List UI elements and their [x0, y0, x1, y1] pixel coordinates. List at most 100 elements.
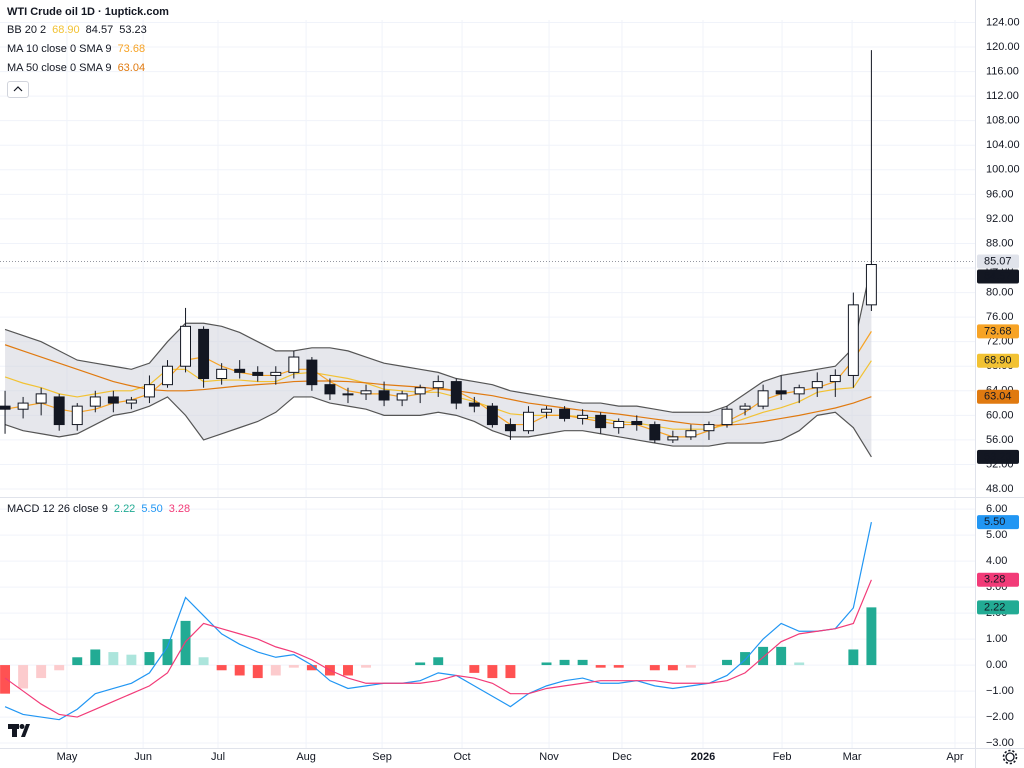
- indicator-line: [4, 579, 872, 718]
- y-tick-label: 6.00: [986, 503, 1007, 515]
- legend-value: 73.68: [117, 43, 146, 55]
- price-tag: [977, 254, 1019, 269]
- x-tick-label: May: [57, 751, 78, 763]
- histogram-bar: [577, 659, 588, 666]
- logo-part: [21, 724, 30, 737]
- histogram-bar: [343, 665, 353, 676]
- histogram-bar: [180, 620, 191, 666]
- candle-body: [162, 365, 173, 386]
- price-tag: [977, 353, 1019, 368]
- histogram-bar: [72, 657, 83, 666]
- y-tick-label: 104.00: [986, 139, 1020, 151]
- price-tag: [977, 515, 1019, 530]
- legend-label: MACD 12 26 close 9: [7, 503, 108, 515]
- candle-body: [775, 390, 787, 395]
- gear-icon[interactable]: [1005, 752, 1015, 762]
- x-tick-label: Jun: [134, 751, 152, 763]
- price-tag-label: 73.68: [984, 325, 1012, 337]
- y-tick-label: 120.00: [986, 41, 1020, 53]
- price-tag: [977, 572, 1019, 587]
- gear-teeth[interactable]: [1002, 749, 1018, 765]
- candle-body: [378, 390, 390, 401]
- price-tag-label: 5.50: [984, 516, 1005, 528]
- candle-body: [71, 405, 83, 426]
- candle-body: [17, 402, 29, 410]
- legend-value: 5.50: [141, 503, 163, 515]
- y-tick-label: 100.00: [986, 164, 1020, 176]
- tradingview-logo: [8, 724, 30, 737]
- price-tag: [977, 600, 1019, 615]
- candle-body: [342, 393, 354, 396]
- histogram-bar: [649, 665, 660, 671]
- candle-body: [143, 384, 155, 398]
- candle-body: [306, 359, 318, 386]
- price-tag: [977, 324, 1019, 339]
- histogram-bar: [270, 665, 281, 676]
- candle-body: [414, 387, 426, 395]
- x-tick-label: Mar: [843, 751, 862, 763]
- y-tick-label: 56.00: [986, 434, 1014, 446]
- candle-body: [234, 368, 246, 373]
- candle-body: [486, 405, 498, 426]
- candle-body: [757, 390, 769, 407]
- candle-body: [504, 424, 516, 432]
- histogram-bar: [541, 662, 552, 666]
- candle-body: [53, 396, 65, 426]
- histogram-bar: [559, 659, 570, 666]
- price-tag-label: 63.04: [984, 391, 1012, 403]
- y-tick-label: 1.00: [986, 633, 1007, 645]
- histogram-bar: [487, 665, 498, 679]
- y-tick-label: 112.00: [986, 90, 1019, 102]
- price-tag-label: 2.22: [984, 601, 1005, 613]
- legend-value: 2.22: [113, 503, 136, 515]
- histogram-bar: [306, 665, 317, 671]
- price-tag-label: 53.23: [984, 451, 1012, 463]
- y-tick-label: 88.00: [986, 237, 1014, 249]
- candle-body: [541, 408, 552, 413]
- candle-body: [595, 414, 607, 429]
- legend-row: MA 10 close 0 SMA 9 73.68: [7, 43, 145, 55]
- legend-value: 63.04: [117, 62, 146, 74]
- candle-body: [35, 393, 47, 404]
- legend-value: 53.23: [119, 24, 147, 36]
- price-tag-label: 3.28: [984, 574, 1005, 586]
- histogram-bar: [685, 665, 696, 668]
- candle-body: [432, 381, 444, 389]
- candle-body: [793, 387, 805, 395]
- candle-body: [198, 328, 210, 380]
- histogram-bar: [126, 654, 137, 666]
- candle-body: [360, 390, 372, 395]
- candle-body: [685, 430, 697, 438]
- x-tick-label: 2026: [691, 751, 715, 763]
- legend-value: 84.57: [85, 24, 114, 36]
- candle-body: [0, 405, 11, 410]
- candle-body: [270, 371, 282, 376]
- candle-body: [468, 402, 480, 407]
- y-tick-label: 108.00: [986, 115, 1020, 127]
- candle-body: [829, 374, 841, 383]
- histogram-bar: [144, 652, 155, 666]
- histogram-bar: [0, 665, 11, 694]
- candle-body: [667, 436, 679, 441]
- candle-body: [811, 381, 823, 389]
- candle-body: [180, 325, 192, 367]
- y-tick-label: 60.00: [986, 409, 1014, 421]
- chevron[interactable]: [13, 86, 23, 92]
- settings-button[interactable]: [1002, 749, 1018, 765]
- tag-layer: 85.07 84.57 73.68 68.90 63.04 53.23 5.50 3.28 2.…: [977, 254, 1019, 615]
- histogram-bar: [794, 662, 805, 666]
- histogram-bar: [595, 665, 606, 668]
- collapse-button[interactable]: [7, 81, 29, 98]
- x-tick-label: Apr: [946, 751, 963, 763]
- x-tick-label: Feb: [773, 751, 792, 763]
- band-fill: [5, 264, 872, 457]
- x-tick-label: Oct: [453, 751, 470, 763]
- histogram-bar: [361, 665, 371, 668]
- histogram-bar: [288, 665, 299, 668]
- chevron-icon[interactable]: [8, 82, 28, 97]
- histogram-bar: [667, 665, 678, 671]
- candle-body: [721, 408, 733, 426]
- candle-body: [288, 356, 300, 373]
- histogram-bar: [469, 665, 480, 673]
